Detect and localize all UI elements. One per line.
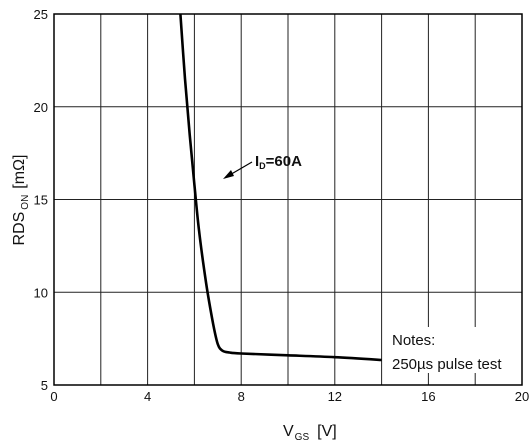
x-tick-label: 0 (50, 389, 57, 404)
annotation-current-sub: D (259, 161, 266, 171)
annotation-arrowhead (223, 170, 234, 179)
x-tick-label: 20 (515, 389, 529, 404)
y-tick-label: 5 (41, 378, 48, 393)
plot-frame (53, 13, 523, 386)
y-axis-sub: ON (20, 195, 31, 210)
x-axis-main: V (283, 423, 294, 440)
x-tick-label: 12 (328, 389, 342, 404)
annotation-current-value: =60A (266, 153, 302, 170)
y-axis-unit: [mΩ] (11, 155, 28, 189)
annotation-current-prefix: I (255, 153, 259, 170)
y-axis-main: RDS (11, 212, 28, 246)
x-tick-labels: 0 4 8 12 16 20 (50, 389, 529, 404)
grid (54, 14, 522, 385)
x-tick-label: 4 (144, 389, 151, 404)
x-tick-label: 16 (421, 389, 435, 404)
x-axis-title: VGS [V] (283, 423, 337, 443)
notes-text: 250µs pulse test (392, 356, 502, 373)
y-tick-label: 10 (34, 285, 48, 300)
series-line-0 (179, 13, 382, 362)
y-tick-label: 20 (34, 100, 48, 115)
y-axis-title: RDS ON [mΩ] (11, 155, 31, 246)
series-group (179, 13, 382, 362)
notes-background (388, 327, 518, 373)
annotation-current: ID=60A (255, 153, 302, 171)
y-tick-labels: 5 10 15 20 25 (34, 7, 48, 393)
notes-title: Notes: (392, 332, 435, 349)
x-axis-sub: GS (295, 432, 310, 443)
y-tick-label: 15 (34, 193, 48, 208)
y-tick-label: 25 (34, 7, 48, 22)
x-tick-label: 8 (238, 389, 245, 404)
x-axis-unit: [V] (317, 423, 337, 440)
